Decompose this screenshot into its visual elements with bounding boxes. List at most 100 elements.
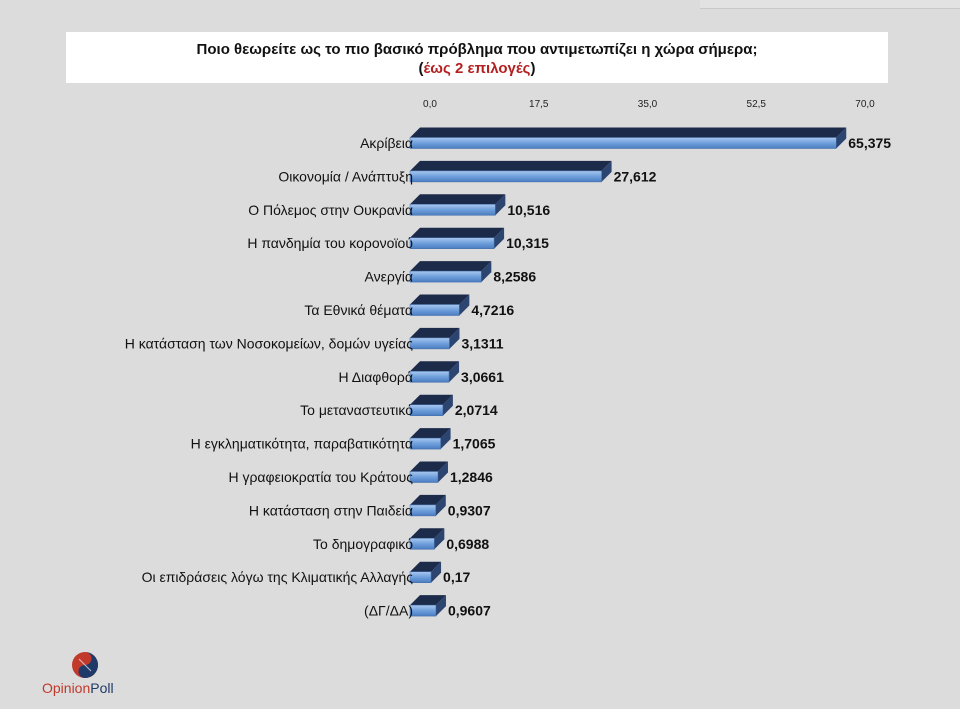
bar-row: Η Διαφθορά 3,0661 — [339, 361, 504, 385]
value-label: 10,516 — [507, 202, 550, 218]
logo-text: OpinionPoll — [42, 680, 114, 696]
value-label: 8,2586 — [493, 269, 536, 285]
bar-side-face — [836, 127, 847, 149]
bar-side-face — [495, 194, 506, 216]
bar-row: Η εγκληματικότητα, παραβατικότητα 1,7065 — [191, 428, 496, 452]
bar-side-face — [435, 595, 446, 617]
chart-title-box: Ποιο θεωρείτε ως το πιο βασικό πρόβλημα … — [66, 32, 888, 83]
bar-top-face — [410, 461, 448, 472]
bar-row: Ανεργία 8,2586 — [365, 261, 536, 285]
bar-side-face — [434, 528, 445, 550]
bar-side-face — [442, 394, 453, 416]
bar-row: Η κατάσταση στην Παιδεία 0,9307 — [249, 494, 491, 518]
bar — [409, 504, 437, 517]
bar-side-face — [494, 227, 505, 249]
bar — [409, 137, 837, 149]
subtitle-open-paren: ( — [418, 60, 424, 77]
value-label: 2,0714 — [455, 402, 498, 418]
value-label: 3,0661 — [461, 369, 504, 385]
value-label: 27,612 — [614, 168, 657, 184]
value-label: 0,9307 — [448, 502, 491, 518]
bar-row: Ακρίβεια 65,375 — [360, 127, 891, 151]
bar-row: Η γραφειοκρατία του Κράτους 1,2846 — [228, 461, 493, 485]
bar-top-face — [410, 394, 453, 405]
category-label: Ανεργία — [365, 269, 414, 285]
value-label: 1,2846 — [450, 469, 493, 485]
category-label: Η κατάσταση στην Παιδεία — [249, 502, 413, 518]
bar — [409, 471, 439, 483]
value-label: 65,375 — [848, 135, 891, 151]
bar-top-face — [410, 528, 445, 539]
category-label: Η γραφειοκρατία του Κράτους — [228, 469, 413, 485]
bar-top-face — [410, 194, 506, 205]
bar-row: Ο Πόλεμος στην Ουκρανία 10,516 — [248, 194, 550, 218]
bar-side-face — [449, 361, 460, 383]
bar-row: Το μεταναστευτικό 2,0714 — [300, 394, 498, 418]
bar-top-face — [410, 361, 460, 372]
bar-row: (ΔΓ/ΔΑ) 0,9607 — [364, 595, 491, 619]
x-tick-label: 52,5 — [747, 99, 767, 110]
x-axis-ticks: 0,0 17,5 35,0 52,5 70,0 — [423, 99, 875, 110]
logo-mark-icon — [72, 652, 98, 678]
category-label: Οι επιδράσεις λόγω της Κλιματικής Αλλαγή… — [142, 569, 414, 585]
bars: Ακρίβεια 65,375 Οικονομία / Ανάπτυξη 27,612… — [125, 127, 891, 619]
value-label: 0,6988 — [446, 536, 489, 552]
bar-row: Τα Εθνικά θέματα 4,7216 — [304, 294, 514, 318]
bar-side-face — [431, 561, 442, 583]
opinionpoll-logo: OpinionPoll — [42, 650, 142, 700]
bar-row: Οικονομία / Ανάπτυξη 27,612 — [278, 160, 657, 184]
bar-top-face — [410, 595, 446, 606]
x-tick-label: 0,0 — [423, 99, 437, 110]
chart-title: Ποιο θεωρείτε ως το πιο βασικό πρόβλημα … — [196, 41, 758, 58]
bar — [409, 337, 450, 350]
bar-side-face — [601, 160, 612, 182]
category-label: Τα Εθνικά θέματα — [304, 302, 413, 318]
category-label: (ΔΓ/ΔΑ) — [364, 603, 413, 619]
bar-top-face — [410, 327, 460, 338]
bar-row: Η κατάσταση των Νοσοκομείων, δομών υγεία… — [125, 327, 504, 351]
bar-side-face — [459, 294, 470, 316]
category-label: Οικονομία / Ανάπτυξη — [278, 168, 413, 184]
bar-top-face — [410, 494, 446, 505]
bar-top-face — [410, 127, 847, 138]
bar-side-face — [437, 461, 448, 483]
bar-side-face — [481, 261, 492, 283]
bar-row: Η πανδημία του κορονοϊού 10,315 — [247, 227, 549, 251]
bar-top-face — [410, 160, 612, 171]
chart-subtitle: (έως 2 επιλογές) — [66, 60, 888, 77]
bar-top-face — [410, 227, 505, 238]
bar — [409, 270, 482, 283]
value-label: 4,7216 — [471, 302, 514, 318]
x-tick-label: 70,0 — [855, 99, 875, 110]
value-label: 10,315 — [506, 235, 549, 251]
bar-side-face — [435, 494, 446, 516]
top-strip — [700, 0, 960, 9]
logo-text-opinion: Opinion — [42, 680, 91, 696]
value-label: 3,1311 — [461, 335, 503, 351]
bar — [409, 170, 602, 183]
category-label: Η Διαφθορά — [339, 369, 414, 385]
category-label: Το δημογραφικό — [313, 536, 413, 552]
category-label: Ο Πόλεμος στην Ουκρανία — [248, 202, 413, 218]
bar — [409, 404, 444, 416]
bar — [409, 371, 450, 383]
bar-side-face — [449, 327, 460, 349]
bar-side-face — [440, 428, 451, 450]
x-tick-label: 35,0 — [638, 99, 658, 110]
category-label: Η εγκληματικότητα, παραβατικότητα — [191, 436, 413, 452]
bar — [409, 204, 496, 216]
category-label: Η κατάσταση των Νοσοκομείων, δομών υγεία… — [125, 335, 414, 351]
logo-text-poll: Poll — [90, 680, 114, 696]
bar-row: Το δημογραφικό 0,6988 — [313, 528, 489, 552]
bar-row: Οι επιδράσεις λόγω της Κλιματικής Αλλαγή… — [142, 561, 471, 585]
category-label: Η πανδημία του κορονοϊού — [247, 235, 413, 251]
bar — [409, 304, 460, 316]
bar — [409, 237, 495, 249]
category-label: Το μεταναστευτικό — [300, 402, 413, 418]
bar — [409, 604, 437, 617]
bar-top-face — [410, 261, 492, 272]
subtitle-accent: έως 2 επιλογές — [423, 60, 531, 77]
category-label: Ακρίβεια — [360, 135, 413, 151]
subtitle-close-paren: ) — [530, 60, 536, 77]
